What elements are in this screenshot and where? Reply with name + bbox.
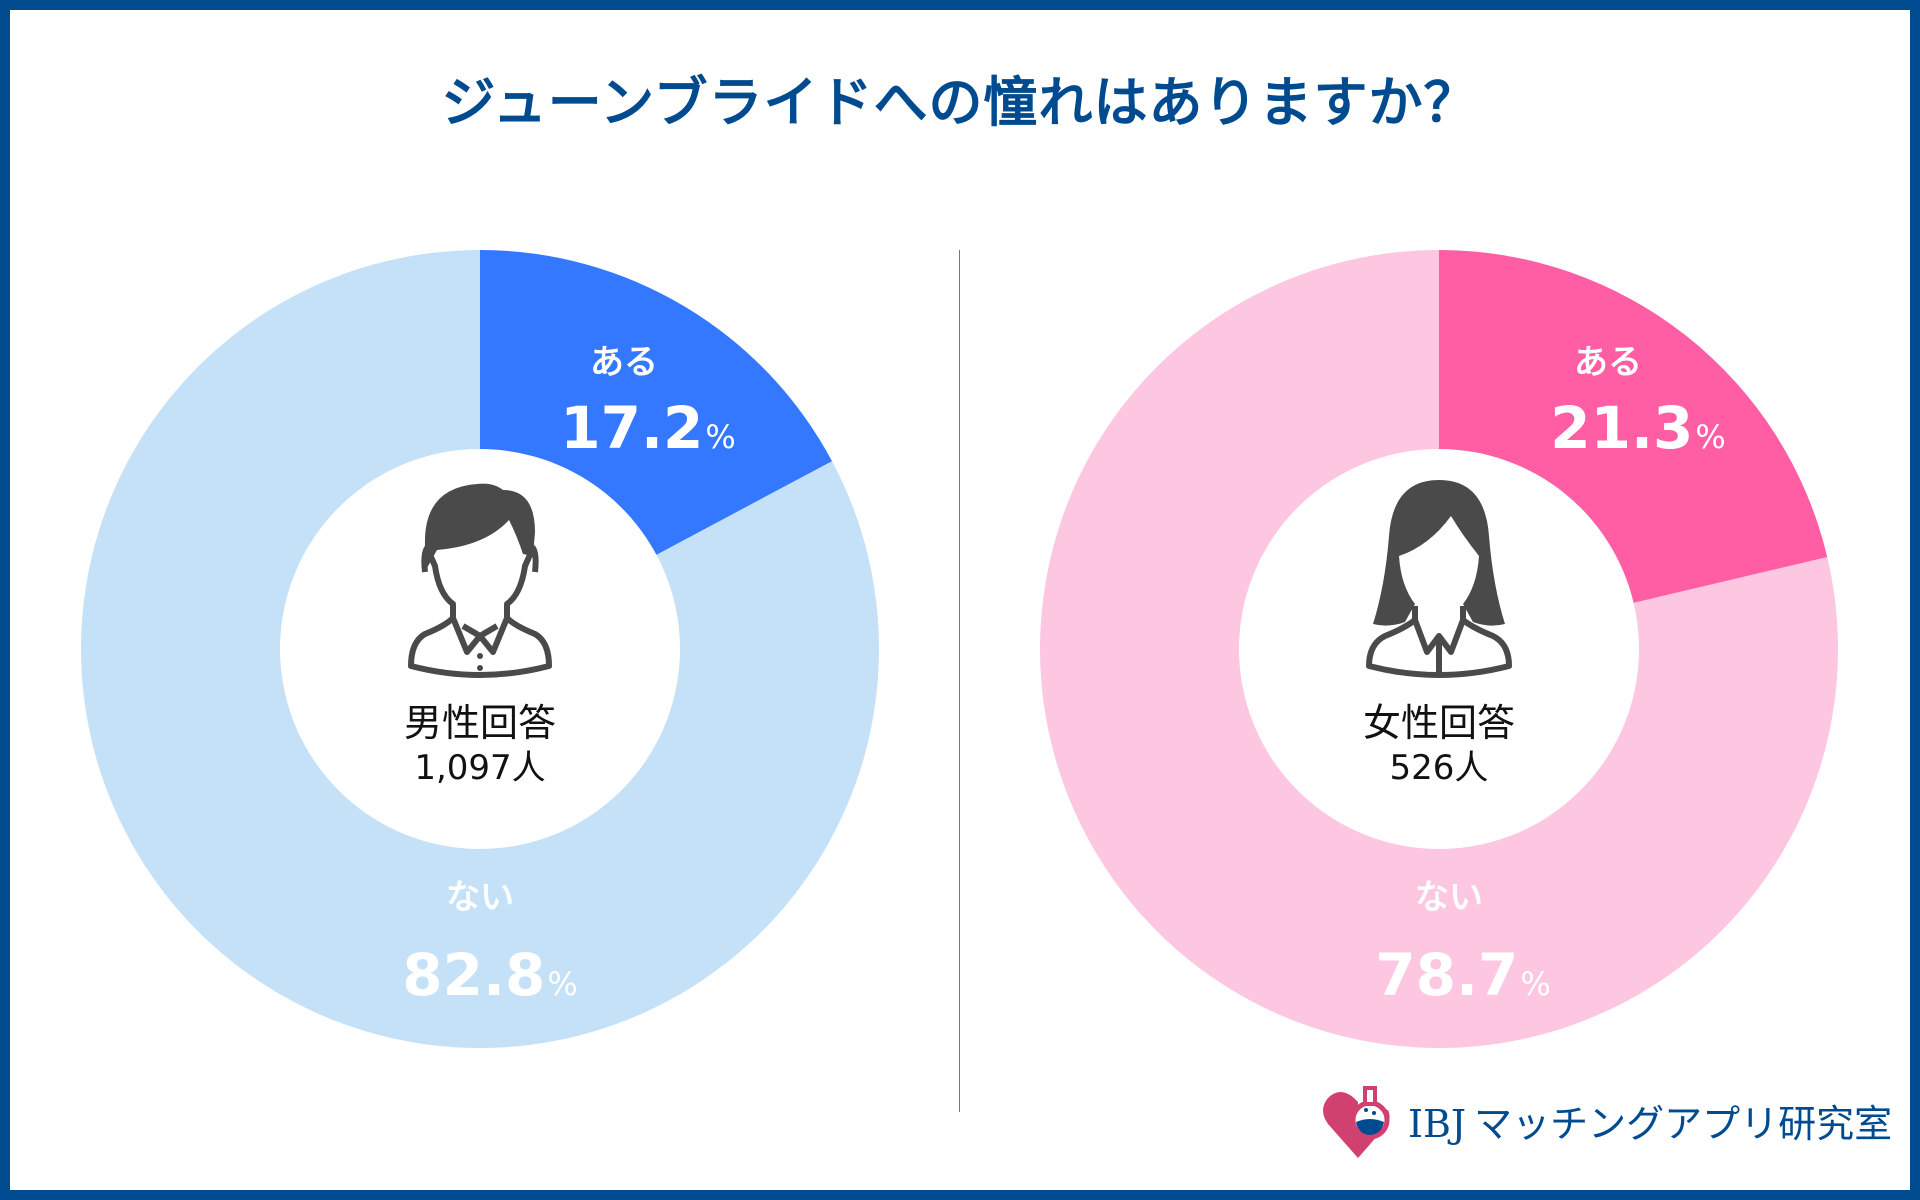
female-respondents: 526人: [1389, 748, 1489, 788]
male-yes-value: 17.2%: [560, 394, 736, 462]
divider: [959, 250, 960, 1112]
male-group-label: 男性回答: [403, 701, 557, 745]
female-yes-label: ある: [1574, 342, 1642, 383]
female-group-label: 女性回答: [1362, 701, 1516, 745]
donut-slice-male-no: [81, 250, 880, 1048]
male-no-label: ない: [446, 877, 514, 918]
donut-slice-female-no: [1040, 250, 1838, 1048]
male-yes-label: ある: [590, 342, 658, 383]
logo-text: IBJ マッチングアプリ研究室: [1408, 1101, 1893, 1146]
female-no-label: ない: [1415, 877, 1483, 918]
female-yes-value: 21.3%: [1550, 394, 1726, 462]
donut-slice-female-yes: [1439, 250, 1828, 603]
male-person-icon: [408, 483, 552, 678]
male-center-text: 男性回答 1,097人: [404, 700, 556, 790]
logo: IBJ マッチングアプリ研究室: [1322, 1080, 1892, 1160]
male-respondents: 1,097人: [414, 748, 546, 788]
donut-slice-male-yes: [480, 250, 833, 555]
chart-title: ジューンブライドへの憧れはありますか？: [441, 71, 1479, 134]
female-no-value: 78.7%: [1375, 941, 1551, 1009]
female-person-icon: [1366, 480, 1512, 678]
female-center-text: 女性回答 526人: [1363, 700, 1515, 790]
heart-flask-logo-icon: [1323, 1086, 1390, 1158]
male-no-value: 82.8%: [402, 941, 578, 1009]
